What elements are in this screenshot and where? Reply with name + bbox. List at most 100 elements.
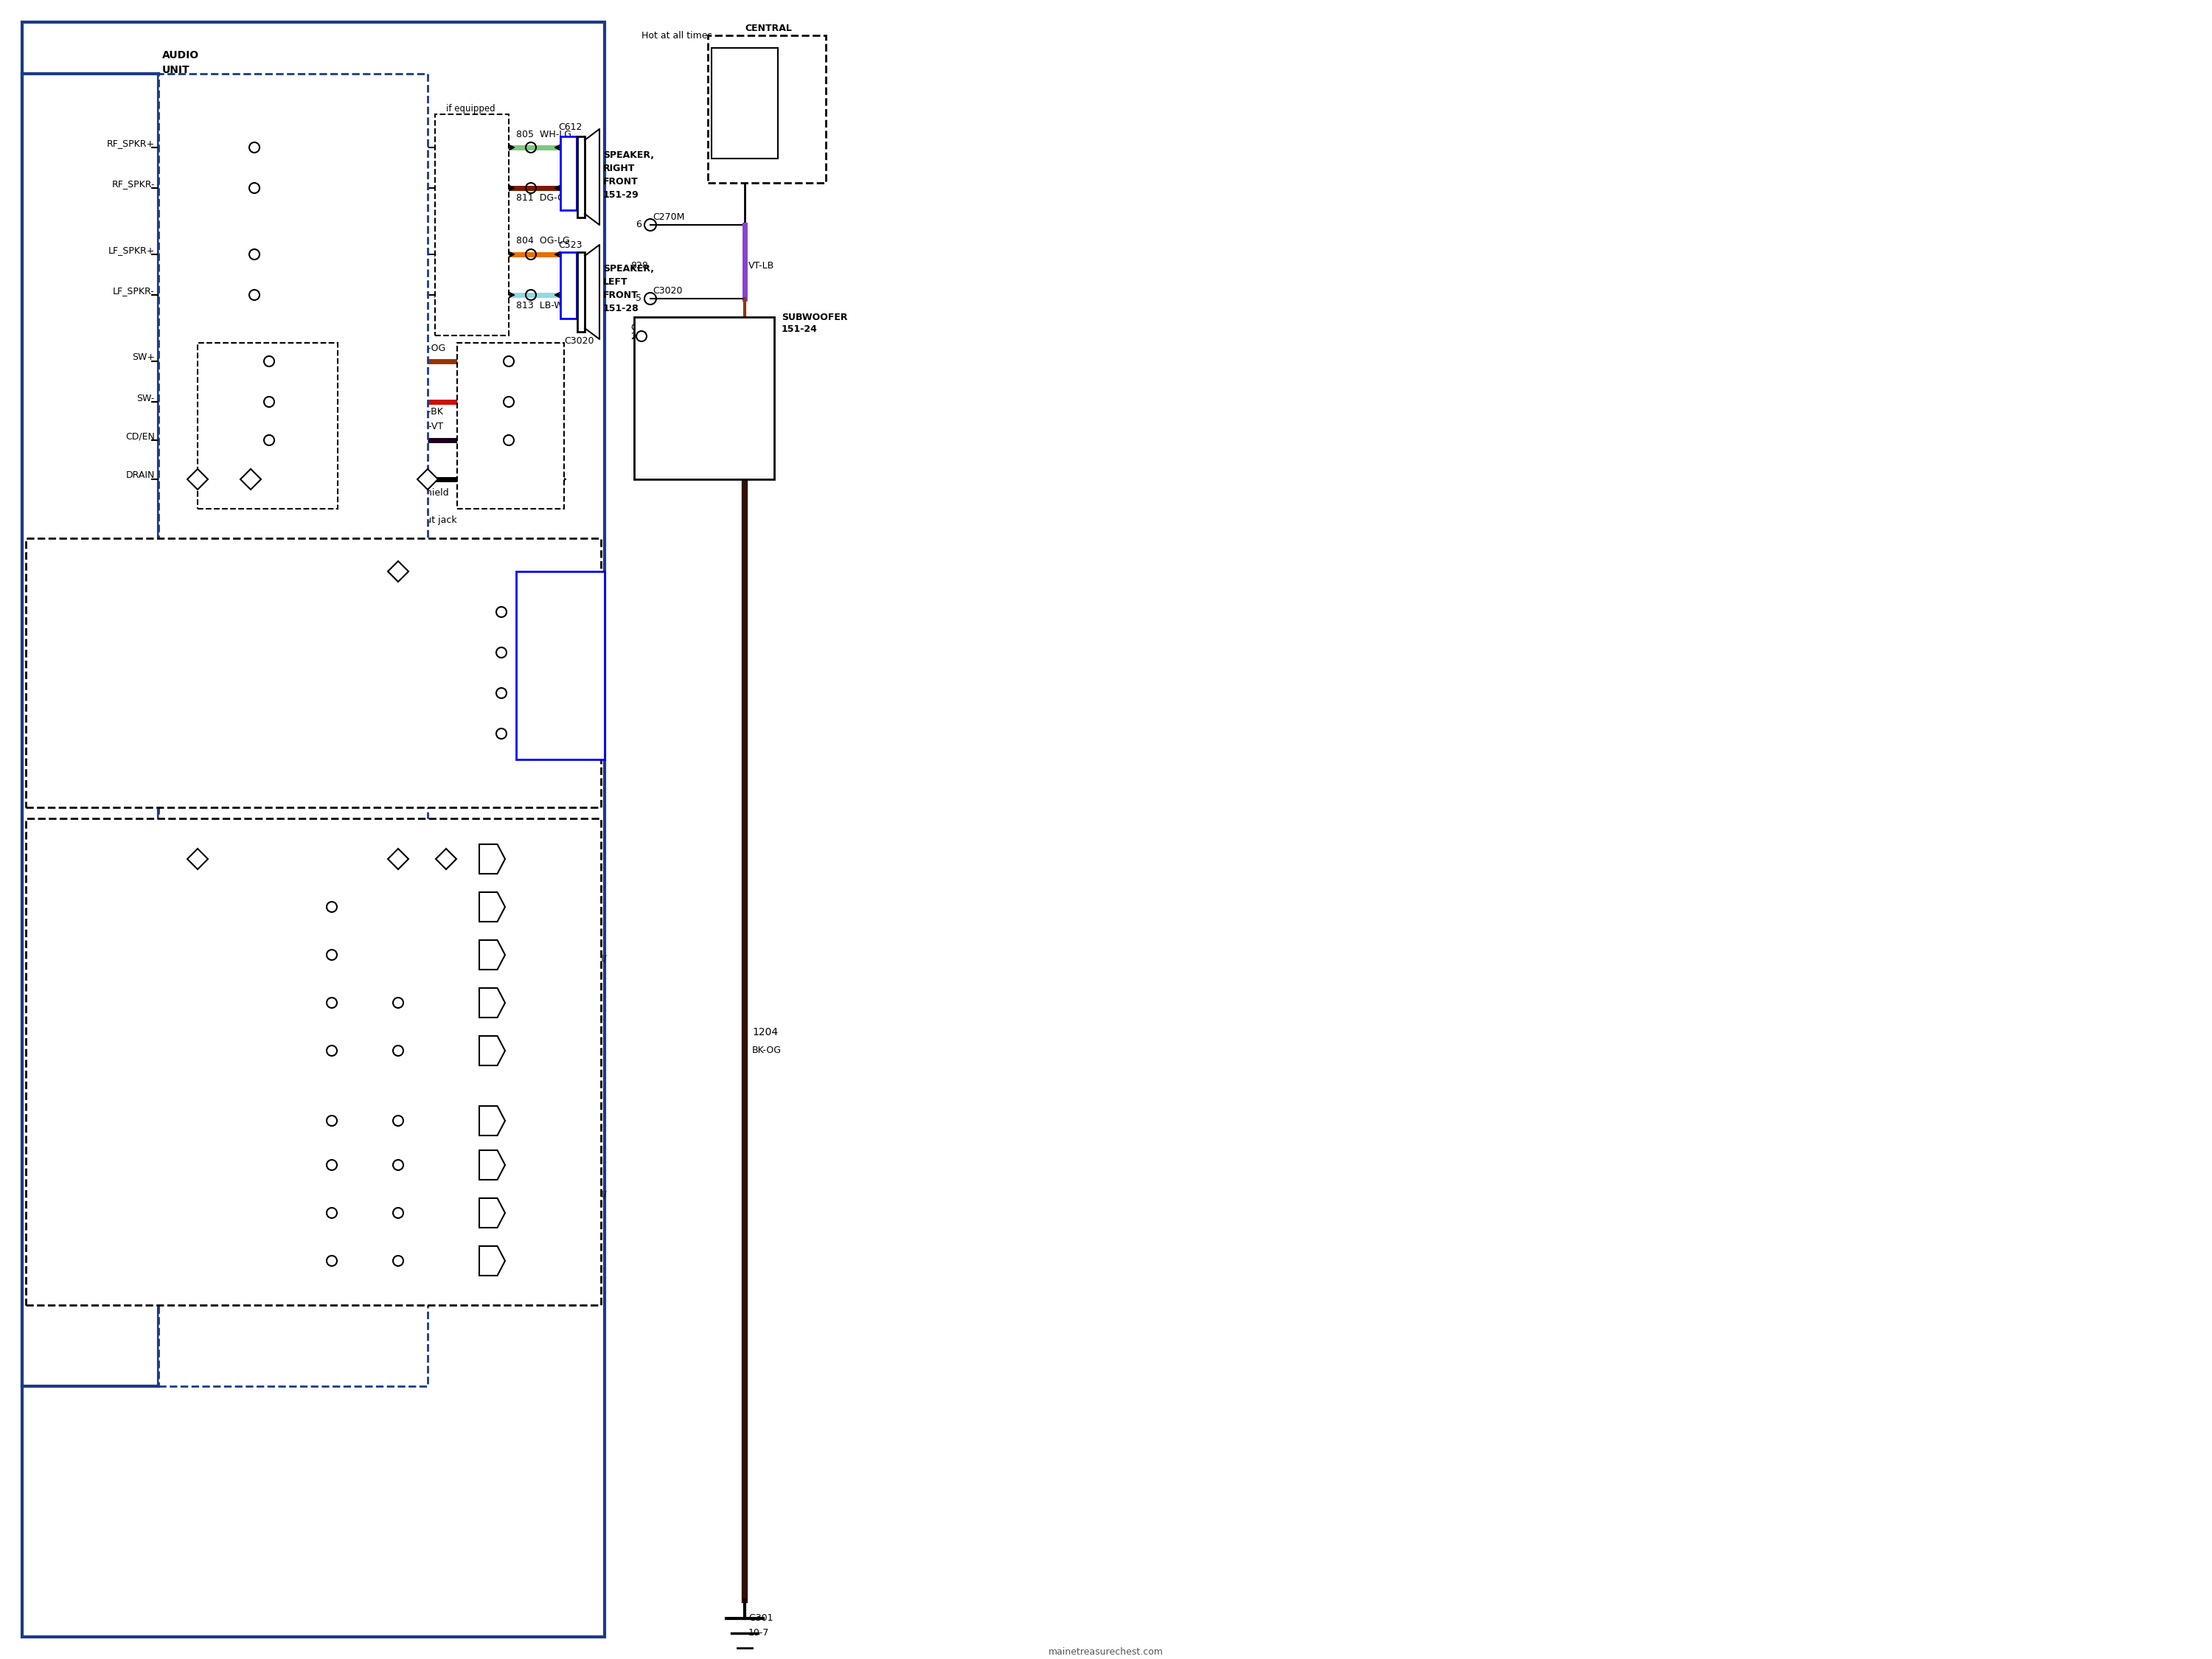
Text: L: L <box>487 1045 493 1055</box>
Text: 2: 2 <box>513 372 518 378</box>
Text: 1: 1 <box>564 264 568 272</box>
Text: 2: 2 <box>630 332 637 342</box>
Text: 811  DG-OG: 811 DG-OG <box>250 194 307 202</box>
Text: RR_SPKR+: RR_SPKR+ <box>518 614 564 624</box>
Text: 2: 2 <box>438 305 442 312</box>
Text: C2095: C2095 <box>442 217 473 227</box>
Text: LF_SPKR+: LF_SPKR+ <box>108 246 155 255</box>
Text: 151-29: 151-29 <box>604 189 639 199</box>
Text: C3020: C3020 <box>653 287 681 295</box>
Bar <box>159 73 427 1387</box>
Text: 15: 15 <box>334 1060 345 1068</box>
Polygon shape <box>480 893 504 922</box>
Text: 151-28: 151-28 <box>604 304 639 314</box>
Text: 690  GY: 690 GY <box>243 961 279 971</box>
Text: Hot at all times: Hot at all times <box>641 30 712 40</box>
Text: LR_SPKR-: LR_SPKR- <box>113 1253 155 1262</box>
Text: LR_SPKR+: LR_SPKR+ <box>518 695 562 705</box>
Text: 2: 2 <box>564 197 568 206</box>
Text: 1: 1 <box>161 1060 166 1068</box>
Text: D: D <box>487 1160 493 1170</box>
Text: 1597  OG: 1597 OG <box>288 594 332 604</box>
Text: NAVIGATION: NAVIGATION <box>538 1204 591 1214</box>
Text: 2: 2 <box>161 1012 166 1020</box>
Text: ILL+: ILL+ <box>135 562 155 572</box>
Text: BOX (CJB): BOX (CJB) <box>743 48 794 58</box>
Text: Shield: Shield <box>177 488 206 498</box>
Text: 7: 7 <box>763 335 768 343</box>
Text: C612: C612 <box>557 123 582 131</box>
Text: 7: 7 <box>334 1271 338 1277</box>
Text: SPEAKER,: SPEAKER, <box>604 264 655 274</box>
Text: 3: 3 <box>161 489 166 496</box>
Text: 9: 9 <box>161 964 166 972</box>
Text: 1: 1 <box>504 622 509 629</box>
Text: 1594  WH: 1594 WH <box>288 740 332 748</box>
Text: 2: 2 <box>564 305 568 312</box>
Text: 9: 9 <box>161 1223 166 1229</box>
Text: 48: 48 <box>325 458 336 468</box>
Polygon shape <box>241 469 261 489</box>
Bar <box>635 317 774 479</box>
Text: K: K <box>487 999 493 1007</box>
Text: C3020: C3020 <box>630 324 659 333</box>
Polygon shape <box>387 849 409 869</box>
Text: 48: 48 <box>380 838 392 848</box>
Text: 8: 8 <box>334 1223 338 1229</box>
Text: 55: 55 <box>416 197 425 206</box>
Text: 48: 48 <box>184 458 195 468</box>
Text: 11-1: 11-1 <box>757 61 781 70</box>
Text: 11: 11 <box>161 158 170 164</box>
Text: 828: 828 <box>630 260 648 270</box>
Text: 22: 22 <box>161 1271 170 1277</box>
Bar <box>577 136 584 217</box>
Text: 13-10: 13-10 <box>732 83 759 93</box>
Text: AUDIO: AUDIO <box>161 50 199 60</box>
Text: 2: 2 <box>504 662 509 670</box>
Text: 4: 4 <box>161 450 166 458</box>
Text: 10-7: 10-7 <box>748 1629 770 1637</box>
Text: 54: 54 <box>416 305 425 312</box>
Text: SW+: SW+ <box>133 353 155 362</box>
Text: 6: 6 <box>161 662 166 670</box>
Text: mainetreasurechest.com: mainetreasurechest.com <box>1048 1647 1164 1656</box>
Text: 6: 6 <box>635 221 641 229</box>
Text: LR_SPKR-: LR_SPKR- <box>518 737 557 747</box>
Text: BK-OG: BK-OG <box>752 1045 781 1055</box>
Text: 1: 1 <box>564 158 568 164</box>
Text: 168  RD-BK: 168 RD-BK <box>392 408 442 416</box>
Text: 16: 16 <box>334 1012 345 1020</box>
Text: 805  WH-LG: 805 WH-LG <box>515 129 571 139</box>
Text: RR_SPKR-: RR_SPKR- <box>111 644 155 654</box>
Text: 12: 12 <box>161 197 170 206</box>
Text: 14: 14 <box>161 703 170 710</box>
Text: 10: 10 <box>161 916 170 924</box>
Text: 3: 3 <box>513 411 518 418</box>
Bar <box>27 538 602 808</box>
Polygon shape <box>188 849 208 869</box>
Text: CD/EN: CD/EN <box>126 431 155 441</box>
Polygon shape <box>480 844 504 874</box>
Text: 151-24: 151-24 <box>781 325 818 335</box>
Bar <box>515 571 604 760</box>
Text: C238: C238 <box>323 823 347 833</box>
Text: CDDJL+: CDDJL+ <box>119 1042 155 1052</box>
Text: AUDIO SYSTEM/: AUDIO SYSTEM/ <box>538 954 606 964</box>
Text: 12: 12 <box>334 1130 345 1138</box>
Text: 805  WH-LG: 805 WH-LG <box>250 129 305 139</box>
Text: 48: 48 <box>215 838 226 848</box>
Text: 167  BN-OG: 167 BN-OG <box>221 343 276 353</box>
Text: LF_SPKR-: LF_SPKR- <box>113 287 155 295</box>
Text: 8: 8 <box>161 264 166 272</box>
Text: 26: 26 <box>336 838 347 848</box>
Text: Shield: Shield <box>420 488 449 498</box>
Text: C2362: C2362 <box>502 542 533 552</box>
Text: F38: F38 <box>737 55 752 63</box>
Text: 168  RD-BK: 168 RD-BK <box>221 408 274 416</box>
Text: 802  OG-RD: 802 OG-RD <box>243 1103 299 1112</box>
Text: C3020: C3020 <box>564 335 593 345</box>
Text: 2: 2 <box>438 197 442 206</box>
Text: C290C: C290C <box>197 342 228 352</box>
Bar <box>560 252 577 319</box>
Bar <box>458 343 564 509</box>
